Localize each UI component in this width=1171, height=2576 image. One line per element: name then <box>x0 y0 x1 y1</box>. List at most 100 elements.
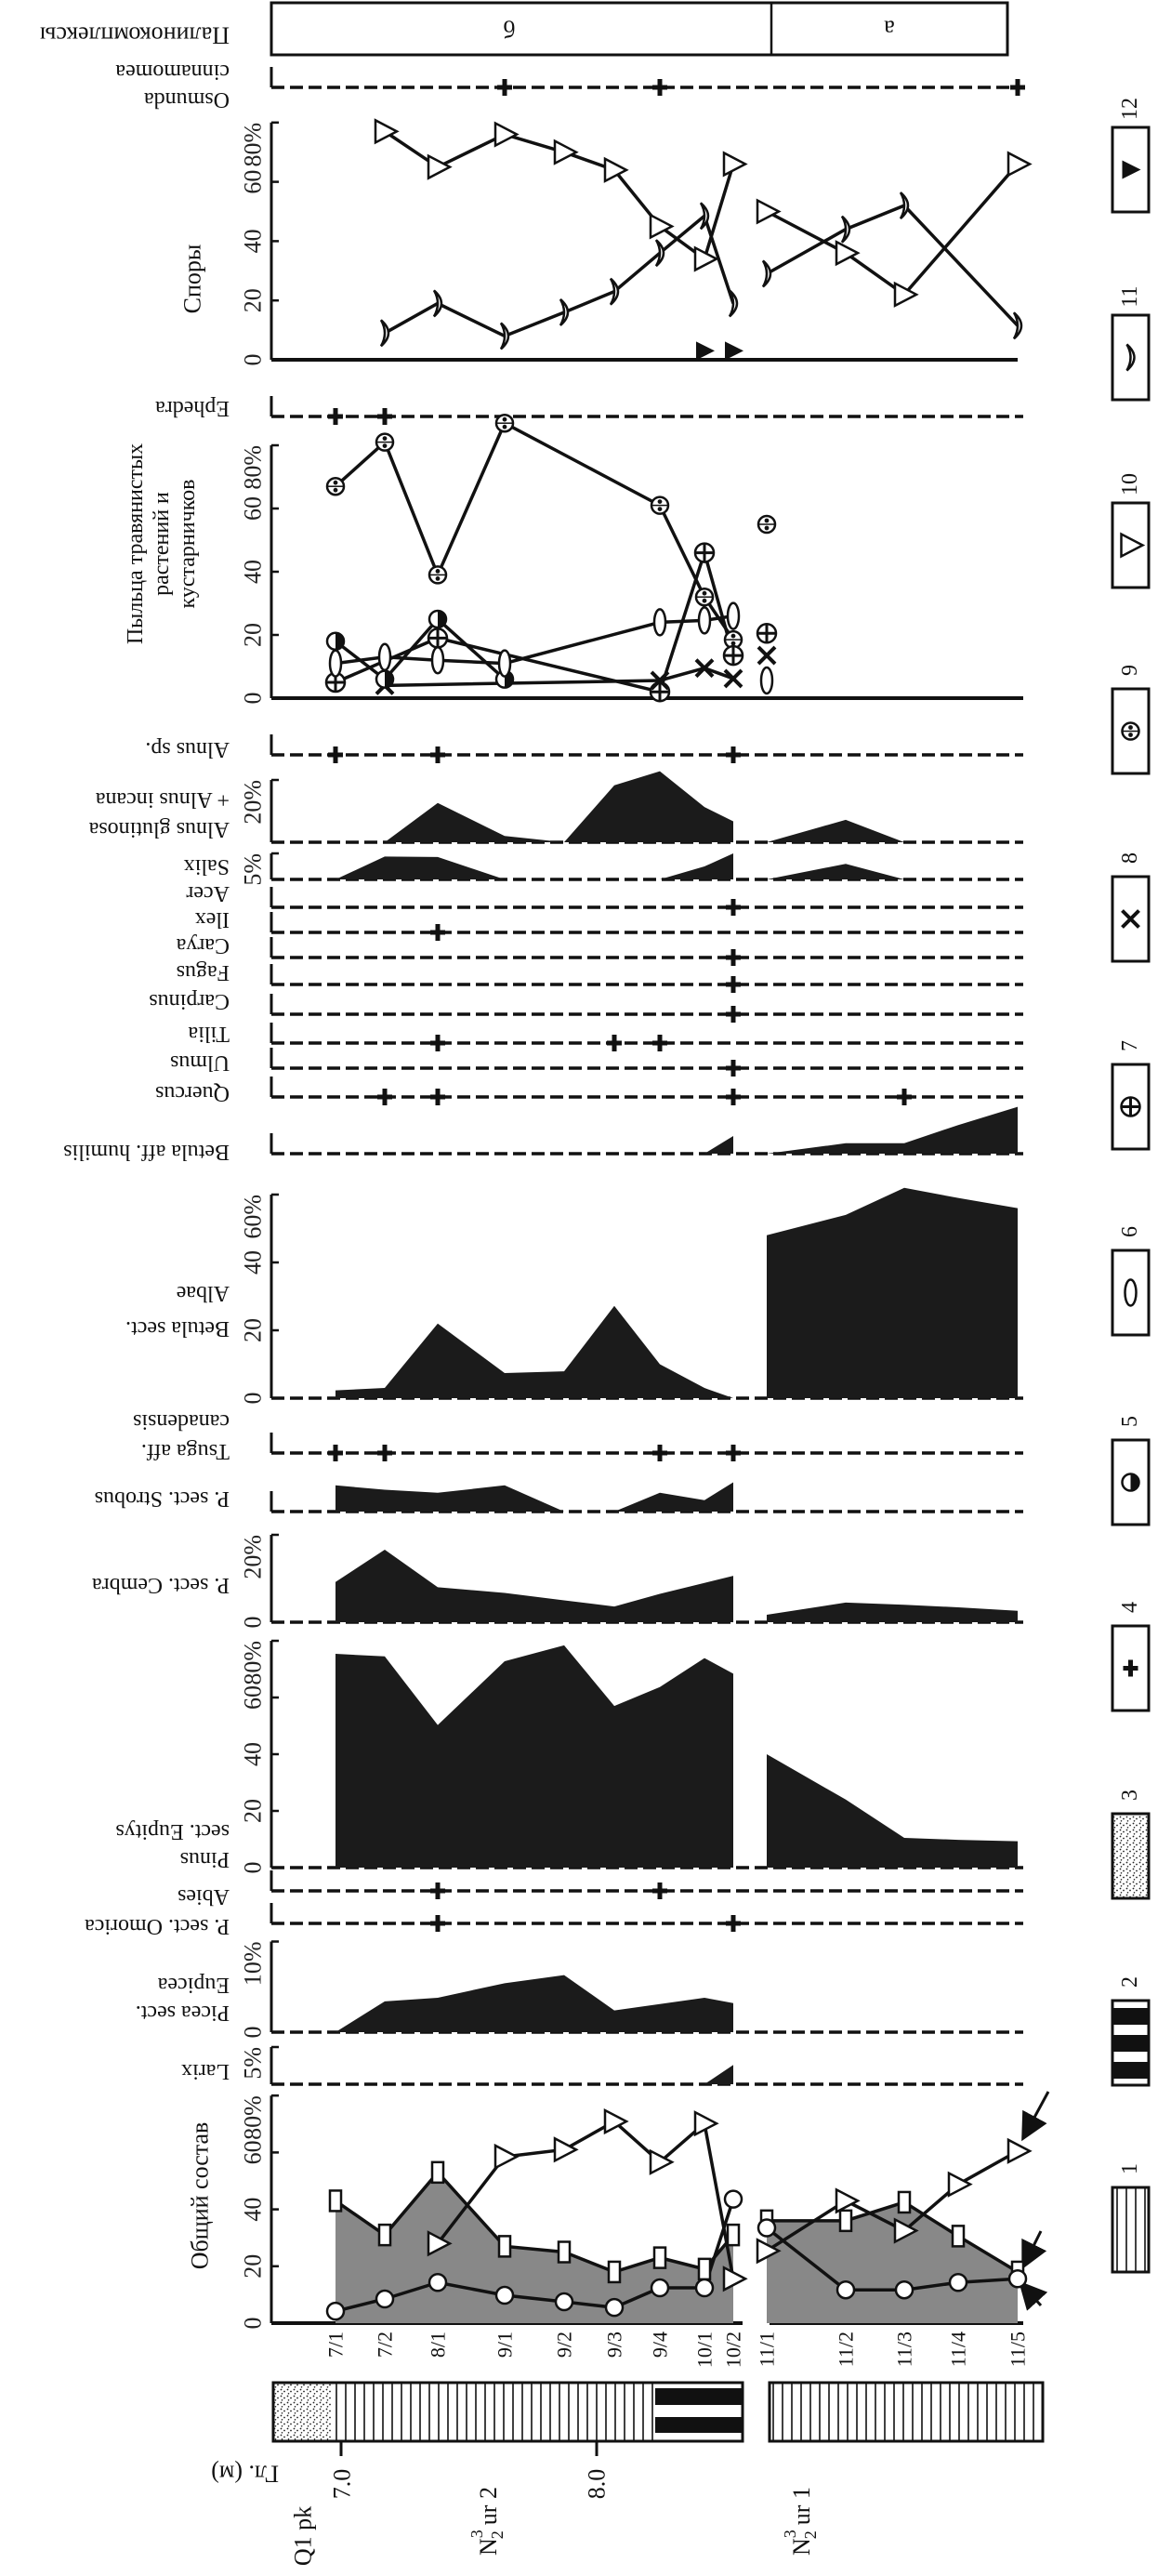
lithology-hatched-layer <box>332 2383 655 2441</box>
palynocomplex-zone-a: а <box>884 16 895 43</box>
palynocomplex-frame <box>270 1 1009 57</box>
axis-tick-label: 20 <box>240 1318 267 1342</box>
legend-number: 11 <box>1118 285 1142 307</box>
axis-tick-label: 20% <box>240 780 267 825</box>
presence-cross-icon <box>652 1035 667 1051</box>
taxon-label: P. sect. Cembra <box>92 1573 230 1597</box>
stratigraphy-label-q1pk: Q1 pk <box>290 2506 317 2566</box>
presence-cross-icon <box>652 1882 667 1899</box>
panel-title: Споры <box>179 244 206 314</box>
panel-title: кустарничков <box>176 480 200 609</box>
axis-tick-label: 5% <box>240 2047 267 2080</box>
taxon-label: Betula aff. humilis <box>63 1140 230 1164</box>
legend-number: 4 <box>1118 1602 1142 1613</box>
circle-marker-icon <box>757 2218 777 2238</box>
series-line <box>384 213 735 338</box>
axis-tick-label: 20% <box>240 1535 267 1579</box>
area-fill <box>336 1549 733 1622</box>
presence-cross-icon <box>430 1882 445 1899</box>
depth-tick-label: 7.0 <box>329 2469 356 2500</box>
sample-label: 11/5 <box>1007 2332 1030 2367</box>
legend-item-filled-triangle: 12 <box>1111 98 1151 214</box>
marker-fill <box>1130 1473 1139 1491</box>
square-marker-icon <box>897 2190 912 2214</box>
taxon-label: Quercus <box>155 1081 230 1105</box>
presence-cross-icon <box>430 746 445 763</box>
panel-cembra: P. sect. Cembra 0 20% <box>92 1533 1023 1629</box>
circle-marker-icon <box>894 2279 914 2300</box>
legend-item-vertical-hatching: 1 <box>1111 2163 1151 2274</box>
area-fill <box>767 864 1018 879</box>
open-triangle-marker-icon <box>893 2217 919 2244</box>
area-fill <box>767 1187 1018 1398</box>
panel-quercus: Quercus <box>155 1077 1023 1105</box>
presence-cross-icon <box>726 899 741 916</box>
taxon-label: cinnamomea <box>115 59 230 84</box>
axis-tick-label: 40 <box>240 560 267 584</box>
area-fill <box>767 1754 1018 1868</box>
area-fill <box>767 1106 1018 1154</box>
area-fill <box>336 1135 733 1154</box>
panel-alnus-sp: Alnus sp. <box>145 734 1023 763</box>
ellipse-marker-icon <box>497 649 512 678</box>
marker-dot <box>502 416 507 422</box>
crescent-marker-icon <box>1125 343 1136 372</box>
dotted-circle-marker-icon <box>1121 721 1140 741</box>
crescent-marker-icon <box>1012 311 1023 340</box>
strat-base: N <box>788 2538 815 2556</box>
stratigraphy-label-ur1: N3 2 ur 1 <box>781 2487 820 2556</box>
taxon-label: Tsuga aff. <box>141 1439 230 1463</box>
panel-osmunda: Osmunda cinnamomea <box>115 59 1025 112</box>
axis-tick-label: 10% <box>240 1942 267 1987</box>
legend-item-dotted-circle: 9 <box>1111 665 1151 775</box>
sample-label: 9/2 <box>553 2332 576 2358</box>
open-triangle-marker-icon <box>693 245 719 272</box>
lithology-frame-lower <box>768 2381 1045 2443</box>
presence-cross-icon <box>377 1445 392 1461</box>
half-circle-marker-icon <box>375 669 395 689</box>
sample-label: 11/2 <box>835 2332 858 2367</box>
presence-cross-icon <box>430 1035 445 1051</box>
panel-salix: Salix 5% <box>184 852 1023 886</box>
panel-carpinus: Carpinus <box>149 989 1023 1023</box>
axis-tick-label: 80% <box>240 445 267 490</box>
taxon-label: Albae <box>177 1281 230 1305</box>
presence-cross-icon <box>726 1445 741 1461</box>
legend-band <box>1112 2062 1149 2079</box>
square-marker-icon <box>377 2223 392 2247</box>
marker-dot <box>764 525 770 531</box>
legend-number: 7 <box>1118 1040 1142 1051</box>
panel-title: Пыльца травянистых <box>124 443 148 644</box>
marker-dot <box>657 499 663 504</box>
stratigraphy-label-ur2: N3 2 ur 2 <box>467 2487 507 2556</box>
presence-cross-icon <box>726 949 741 966</box>
strat-suffix: ur 2 <box>475 2487 502 2525</box>
presence-cross-icon <box>430 924 445 941</box>
taxon-label: Ulmus <box>170 1050 230 1075</box>
square-marker-icon <box>652 2246 667 2269</box>
legend-number: 12 <box>1118 98 1142 120</box>
filled-triangle-marker-icon <box>1122 160 1141 179</box>
half-circle-marker-icon <box>1121 1473 1140 1492</box>
axis-tick-label: 0 <box>240 1862 267 1874</box>
marker-dot <box>382 436 388 441</box>
square-marker-icon <box>430 2160 445 2185</box>
square-marker-icon <box>838 2209 853 2233</box>
circle-marker-icon <box>604 2297 625 2318</box>
strat-suffix: ur 1 <box>788 2487 815 2525</box>
open-triangle-marker-icon <box>756 2238 782 2265</box>
x-mark-marker-icon <box>650 670 670 691</box>
presence-cross-icon <box>897 1089 912 1105</box>
presence-cross-icon <box>328 746 343 763</box>
strat-sup: 3 <box>467 2530 486 2538</box>
axis-tick-label: 80% <box>240 1641 267 1685</box>
open-triangle-marker-icon <box>835 2187 861 2214</box>
taxon-label: Larix <box>181 2059 230 2083</box>
axis-tick-label: 80% <box>240 123 267 167</box>
legend-item-x-mark: 8 <box>1111 852 1151 963</box>
axis-tick-label: 60 <box>240 170 267 194</box>
strat-sup: 3 <box>781 2530 799 2538</box>
